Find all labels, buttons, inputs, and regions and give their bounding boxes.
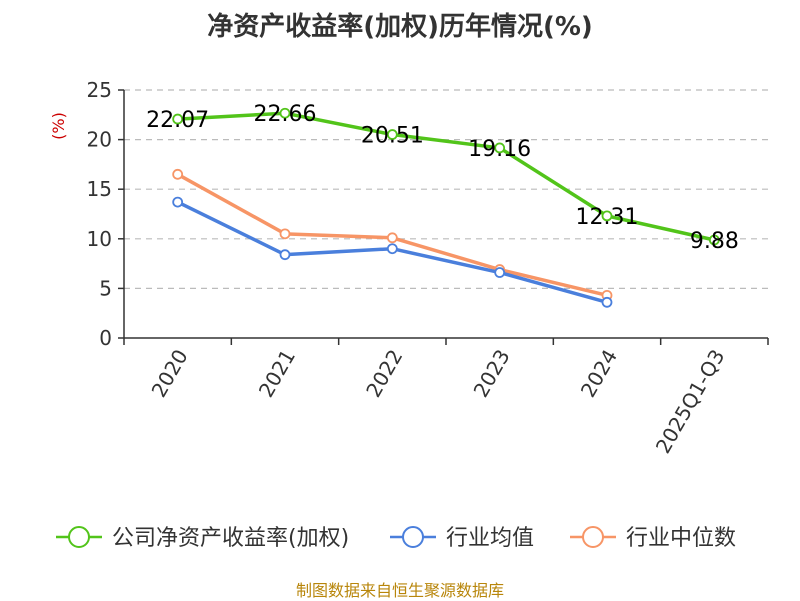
data-point	[279, 107, 291, 119]
legend-marker	[68, 526, 90, 548]
data-point	[279, 228, 291, 240]
y-axis-label: (%)	[49, 112, 68, 140]
data-point	[172, 113, 184, 125]
legend-item-1[interactable]: 行业均值	[390, 526, 534, 551]
series-lines	[172, 107, 720, 308]
data-point	[494, 267, 506, 278]
data-point	[386, 232, 398, 244]
data-point	[601, 296, 613, 308]
data-label: 22.07	[146, 108, 209, 133]
x-tick-label: 2021	[254, 345, 300, 401]
legend-item-2[interactable]: 行业中位数	[570, 526, 736, 551]
data-label: 19.16	[468, 137, 531, 162]
legend-marker	[402, 526, 424, 548]
data-point	[172, 168, 184, 180]
data-point	[601, 210, 613, 222]
x-tick-labels: 2020 2021 2022 2023 2024 2025Q1-Q3	[147, 345, 730, 457]
data-label: 9.88	[690, 229, 739, 254]
legend-label: 公司净资产收益率(加权)	[112, 526, 349, 551]
source-note: 制图数据来自恒生聚源数据库	[295, 581, 504, 600]
axes	[118, 89, 769, 345]
data-label: 12.31	[576, 205, 639, 230]
x-tick-label: 2020	[147, 345, 193, 401]
data-point	[386, 129, 398, 140]
y-tick-label: 20	[87, 128, 112, 152]
legend-marker	[582, 526, 604, 548]
data-point	[708, 234, 720, 246]
data-labels: 22.07 22.66 20.51 19.16 12.31 9.88	[146, 102, 739, 254]
legend[interactable]: 公司净资产收益率(加权) 行业均值 行业中位数	[56, 526, 736, 551]
legend-item-0[interactable]: 公司净资产收益率(加权)	[56, 526, 349, 551]
y-tick-label: 15	[87, 177, 112, 201]
data-point	[172, 196, 184, 208]
data-point	[279, 249, 291, 261]
data-point	[386, 243, 398, 255]
data-label: 22.66	[254, 102, 317, 127]
x-tick-label: 2025Q1-Q3	[651, 345, 730, 457]
y-tick-label: 5	[99, 276, 112, 300]
x-tick-label: 2024	[576, 345, 622, 401]
x-tick-label: 2022	[361, 345, 407, 401]
data-point	[494, 142, 506, 154]
grid-lines	[124, 89, 768, 289]
y-tick-labels: 0 5 10 15 20 25	[87, 78, 112, 350]
chart-title: 净资产收益率(加权)历年情况(%)	[207, 12, 593, 42]
legend-label: 行业中位数	[626, 526, 736, 551]
x-tick-label: 2023	[469, 345, 515, 401]
y-tick-label: 0	[99, 326, 112, 350]
legend-label: 行业均值	[446, 526, 534, 551]
data-label: 20.51	[361, 124, 424, 149]
series-line-0	[177, 111, 715, 242]
y-tick-label: 25	[87, 78, 112, 102]
y-tick-label: 10	[87, 227, 112, 251]
